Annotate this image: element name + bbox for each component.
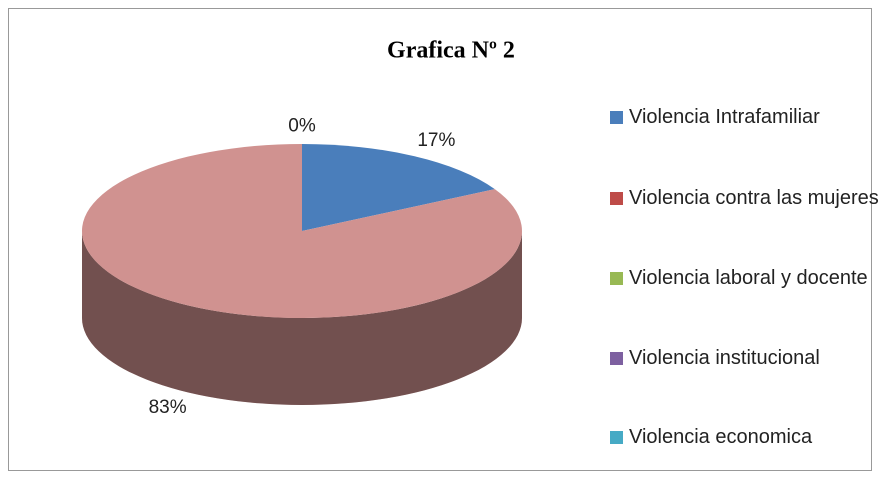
legend-item: Violencia institucional	[610, 343, 879, 374]
legend-label: Violencia economica	[629, 426, 813, 448]
legend-swatch	[610, 431, 623, 444]
slice	[81, 144, 522, 318]
legend-swatch	[610, 192, 623, 205]
legend-label: Violencia laboral y docente	[629, 267, 868, 289]
chart-title: Grafica Nº 2	[387, 38, 515, 64]
legend-label: Violencia Intrafamiliar	[629, 106, 820, 128]
legend-item: Violencia Intrafamiliar	[610, 102, 879, 133]
legend-label: Violencia institucional	[629, 347, 820, 369]
legend-swatch	[610, 111, 623, 124]
legend-swatch	[610, 352, 623, 365]
legend-item: Violencia contra las mujeres	[610, 183, 879, 214]
data-label: 83%	[149, 397, 187, 418]
legend-item: Violencia laboral y docente	[610, 263, 879, 294]
legend-swatch	[610, 272, 623, 285]
legend-item: Violencia economica	[610, 422, 879, 453]
legend-label: Violencia contra las mujeres	[629, 187, 879, 209]
data-label: 0%	[288, 116, 316, 137]
slice	[302, 144, 495, 231]
data-label: 17%	[417, 130, 455, 151]
